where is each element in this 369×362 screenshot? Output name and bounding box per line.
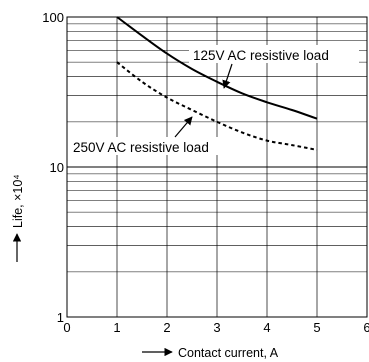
x-tick-label: 5 bbox=[313, 320, 320, 335]
x-axis-title: Contact current, A bbox=[142, 346, 279, 360]
x-tick-label: 2 bbox=[163, 320, 170, 335]
plot-frame bbox=[66, 16, 368, 318]
x-tick-label: 6 bbox=[363, 320, 369, 335]
y-axis-title: Life, ×10⁴ bbox=[11, 174, 25, 262]
y-tick-label: 10 bbox=[50, 160, 64, 175]
annotation-250v-background bbox=[69, 137, 237, 155]
y-axis-title-text: Life, ×10⁴ bbox=[11, 174, 25, 228]
x-tick-label: 3 bbox=[213, 320, 220, 335]
y-tick-labels: 1 10 100 bbox=[42, 10, 64, 325]
annotation-125v-background bbox=[189, 45, 359, 63]
series-250v-line bbox=[116, 61, 318, 151]
annotation-250v-leader bbox=[174, 116, 193, 138]
annotation-125v-leader bbox=[222, 63, 233, 89]
series-125v-line bbox=[116, 16, 318, 120]
x-tick-label: 1 bbox=[113, 320, 120, 335]
annotation-125v-label: 125V AC resistive load bbox=[193, 48, 329, 63]
annotation-250v-label: 250V AC resistive load bbox=[73, 140, 209, 155]
series-lines bbox=[116, 16, 318, 151]
x-tick-label: 4 bbox=[263, 320, 270, 335]
x-tick-labels: 0 1 2 3 4 5 6 bbox=[63, 320, 369, 335]
y-tick-label: 100 bbox=[42, 10, 64, 25]
x-tick-label: 0 bbox=[63, 320, 70, 335]
y-tick-label: 1 bbox=[57, 310, 64, 325]
x-axis-title-text: Contact current, A bbox=[178, 346, 279, 360]
